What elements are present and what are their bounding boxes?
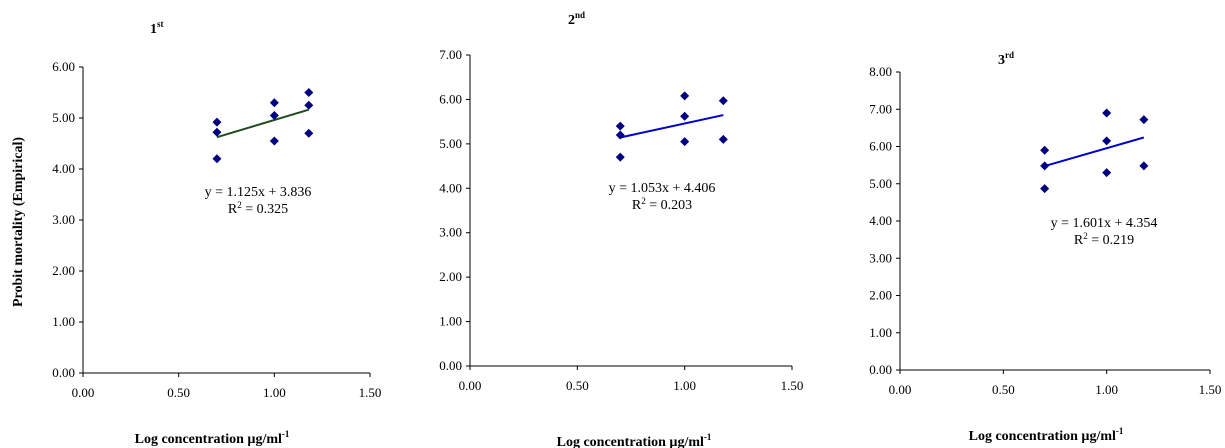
x-tick-label: 1.00 bbox=[263, 385, 286, 400]
y-tick-label: 6.00 bbox=[869, 139, 892, 154]
y-tick-label: 6.00 bbox=[439, 91, 462, 106]
chart-panel-2: 0.00 1.00 2.00 3.00 4.00 5.00 6.00 7.00 0.00 0.50… bbox=[439, 10, 803, 448]
x-tick-label: 0.50 bbox=[992, 382, 1015, 397]
trendline-equation: y = 1.053x + 4.406 bbox=[609, 181, 716, 196]
chart-panel-3: 0.00 1.00 2.00 3.00 4.00 5.00 6.00 7.00 8.00 0.00… bbox=[869, 50, 1221, 444]
data-point bbox=[1102, 108, 1112, 118]
y-tick-label: 1.00 bbox=[869, 325, 892, 340]
data-point bbox=[269, 136, 279, 146]
y-tick-label: 0.00 bbox=[869, 362, 892, 377]
data-point bbox=[680, 137, 690, 147]
x-tick-label: 1.50 bbox=[1199, 382, 1222, 397]
y-tick-label: 6.00 bbox=[52, 59, 75, 74]
y-tick-label: 7.00 bbox=[869, 101, 892, 116]
data-point bbox=[1102, 136, 1112, 146]
data-point bbox=[680, 91, 690, 101]
y-tick-label: 8.00 bbox=[869, 64, 892, 79]
y-tick-label: 2.00 bbox=[869, 288, 892, 303]
trendline bbox=[216, 108, 310, 139]
chart-title: 2nd bbox=[568, 10, 585, 28]
data-point bbox=[304, 88, 314, 97]
data-point bbox=[1102, 168, 1112, 178]
y-tick-label: 1.00 bbox=[439, 314, 462, 329]
data-point bbox=[212, 154, 222, 164]
x-tick-label: 1.00 bbox=[673, 378, 696, 393]
y-tick-label: 0.00 bbox=[52, 365, 75, 380]
r-squared-label: R2 = 0.325 bbox=[228, 200, 288, 217]
y-tick-label: 4.00 bbox=[869, 213, 892, 228]
y-tick-label: 5.00 bbox=[52, 110, 75, 125]
y-tick-label: 7.00 bbox=[439, 47, 462, 62]
data-point bbox=[1040, 145, 1050, 155]
data-point bbox=[1040, 184, 1050, 194]
y-tick-label: 2.00 bbox=[439, 269, 462, 284]
y-tick-label: 3.00 bbox=[439, 225, 462, 240]
x-axis-label: Log concentration µg/ml-1 bbox=[135, 429, 290, 447]
data-point bbox=[212, 127, 222, 137]
y-tick-label: 3.00 bbox=[52, 212, 75, 227]
trendline-equation: y = 1.125x + 3.836 bbox=[205, 185, 312, 200]
data-point bbox=[1040, 161, 1050, 171]
data-point bbox=[269, 98, 279, 108]
x-tick-label: 1.50 bbox=[781, 378, 804, 393]
y-tick-label: 5.00 bbox=[869, 176, 892, 191]
data-point bbox=[615, 121, 625, 131]
y-tick-label: 5.00 bbox=[439, 136, 462, 151]
trendline bbox=[1044, 136, 1145, 168]
trendline-equation: y = 1.601x + 4.354 bbox=[1051, 216, 1158, 231]
data-point bbox=[212, 117, 222, 127]
x-tick-label: 0.00 bbox=[72, 385, 95, 400]
x-tick-label: 1.50 bbox=[359, 385, 382, 400]
data-point bbox=[680, 111, 690, 121]
data-point bbox=[615, 152, 625, 162]
data-point bbox=[718, 96, 728, 106]
x-tick-label: 0.00 bbox=[459, 378, 482, 393]
y-tick-label: 1.00 bbox=[52, 314, 75, 329]
r-squared-label: R2 = 0.219 bbox=[1074, 231, 1134, 248]
data-point bbox=[615, 130, 625, 140]
data-point bbox=[718, 134, 728, 144]
chart-title: 1st bbox=[150, 19, 164, 37]
x-axis-label: Log concentration µg/ml-1 bbox=[557, 432, 712, 448]
y-tick-label: 3.00 bbox=[869, 250, 892, 265]
x-axis-label: Log concentration µg/ml-1 bbox=[969, 426, 1124, 444]
chart-panel-1: 0.00 1.00 2.00 3.00 4.00 5.00 6.00 0.00 0.50 1.00… bbox=[11, 19, 381, 447]
r-squared-label: R2 = 0.203 bbox=[632, 196, 692, 213]
x-tick-label: 0.50 bbox=[167, 385, 190, 400]
x-tick-label: 1.00 bbox=[1095, 382, 1118, 397]
x-tick-label: 0.00 bbox=[889, 382, 912, 397]
data-point bbox=[1139, 115, 1149, 125]
data-point bbox=[304, 128, 314, 138]
x-tick-label: 0.50 bbox=[566, 378, 589, 393]
chart-title: 3rd bbox=[998, 50, 1014, 68]
y-tick-label: 0.00 bbox=[439, 358, 462, 373]
trendline bbox=[620, 114, 724, 139]
y-tick-label: 4.00 bbox=[52, 161, 75, 176]
data-point bbox=[269, 110, 279, 120]
y-tick-label: 4.00 bbox=[439, 180, 462, 195]
y-axis-label: Probit mortality (Empirical) bbox=[11, 137, 26, 307]
data-point bbox=[304, 100, 314, 110]
data-point bbox=[1139, 161, 1149, 171]
y-tick-label: 2.00 bbox=[52, 263, 75, 278]
